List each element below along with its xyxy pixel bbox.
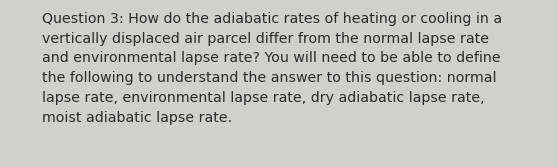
- Text: Question 3: How do the adiabatic rates of heating or cooling in a
vertically dis: Question 3: How do the adiabatic rates o…: [42, 12, 502, 125]
